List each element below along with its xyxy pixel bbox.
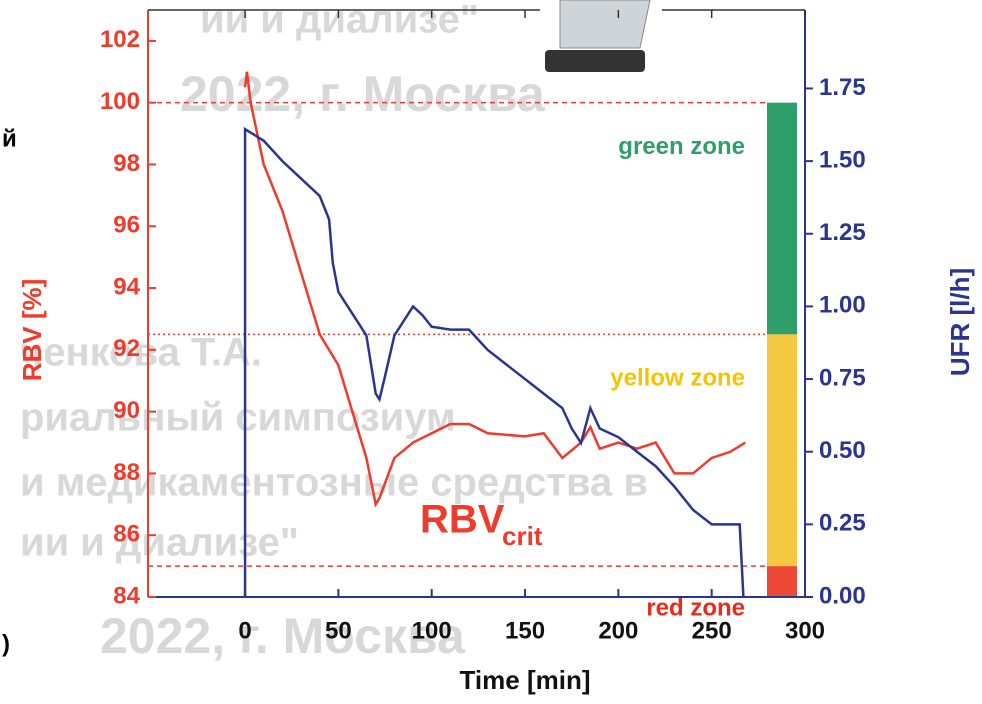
x-tick-label: 50 — [325, 617, 352, 644]
y-tick-label: 86 — [113, 521, 140, 548]
zone-bar — [767, 566, 797, 597]
y-tick-label: 100 — [100, 88, 140, 115]
watermark: ченкова Т.А. — [20, 331, 262, 375]
zone-label: yellow zone — [610, 365, 745, 392]
y-tick-label: 102 — [100, 26, 140, 53]
zone-label: green zone — [618, 133, 745, 160]
edge-text: ) — [2, 630, 10, 657]
y2-tick-label: 1.50 — [819, 146, 866, 173]
x-tick-label: 150 — [505, 617, 545, 644]
y-tick-label: 98 — [113, 150, 140, 177]
crit-label: RBV — [420, 498, 505, 542]
y-tick-label: 94 — [113, 273, 140, 300]
y-tick-label: 88 — [113, 459, 140, 486]
watermark: риальный симпозиум — [20, 396, 456, 440]
x-tick-label: 300 — [785, 617, 825, 644]
y2-tick-label: 0.25 — [819, 510, 866, 537]
y2-axis-title: UFR [l/h] — [945, 268, 975, 376]
data-line — [243, 71, 746, 508]
y2-tick-label: 0.00 — [819, 582, 866, 609]
crit-subscript: crit — [502, 521, 543, 551]
watermark: 2022, г. Москва — [180, 66, 546, 122]
y-tick-label: 84 — [113, 582, 140, 609]
zone-bar — [767, 334, 797, 567]
x-axis-title: Time [min] — [460, 665, 591, 695]
y2-tick-label: 0.75 — [819, 364, 866, 391]
watermark: и медикаментозные средства в — [20, 461, 648, 505]
x-tick-label: 250 — [692, 617, 732, 644]
y-axis-title: RBV [%] — [17, 279, 47, 382]
y-tick-label: 96 — [113, 212, 140, 239]
y2-tick-label: 1.00 — [819, 292, 866, 319]
watermark: ии и диализе" — [20, 521, 299, 565]
x-tick-label: 0 — [238, 617, 251, 644]
y2-tick-label: 1.75 — [819, 74, 866, 101]
zone-label: red zone — [646, 594, 745, 621]
watermark: 2022, г. Москва — [100, 608, 466, 664]
y-tick-label: 92 — [113, 335, 140, 362]
y2-tick-label: 1.25 — [819, 219, 866, 246]
x-tick-label: 100 — [412, 617, 452, 644]
device-image — [542, 0, 660, 78]
x-tick-label: 200 — [598, 617, 638, 644]
edge-text: й — [2, 125, 17, 152]
watermark: ии и диализе" — [200, 0, 479, 42]
zone-bar — [767, 102, 797, 335]
y-tick-label: 90 — [113, 397, 140, 424]
y2-tick-label: 0.50 — [819, 437, 866, 464]
data-line — [243, 126, 745, 598]
